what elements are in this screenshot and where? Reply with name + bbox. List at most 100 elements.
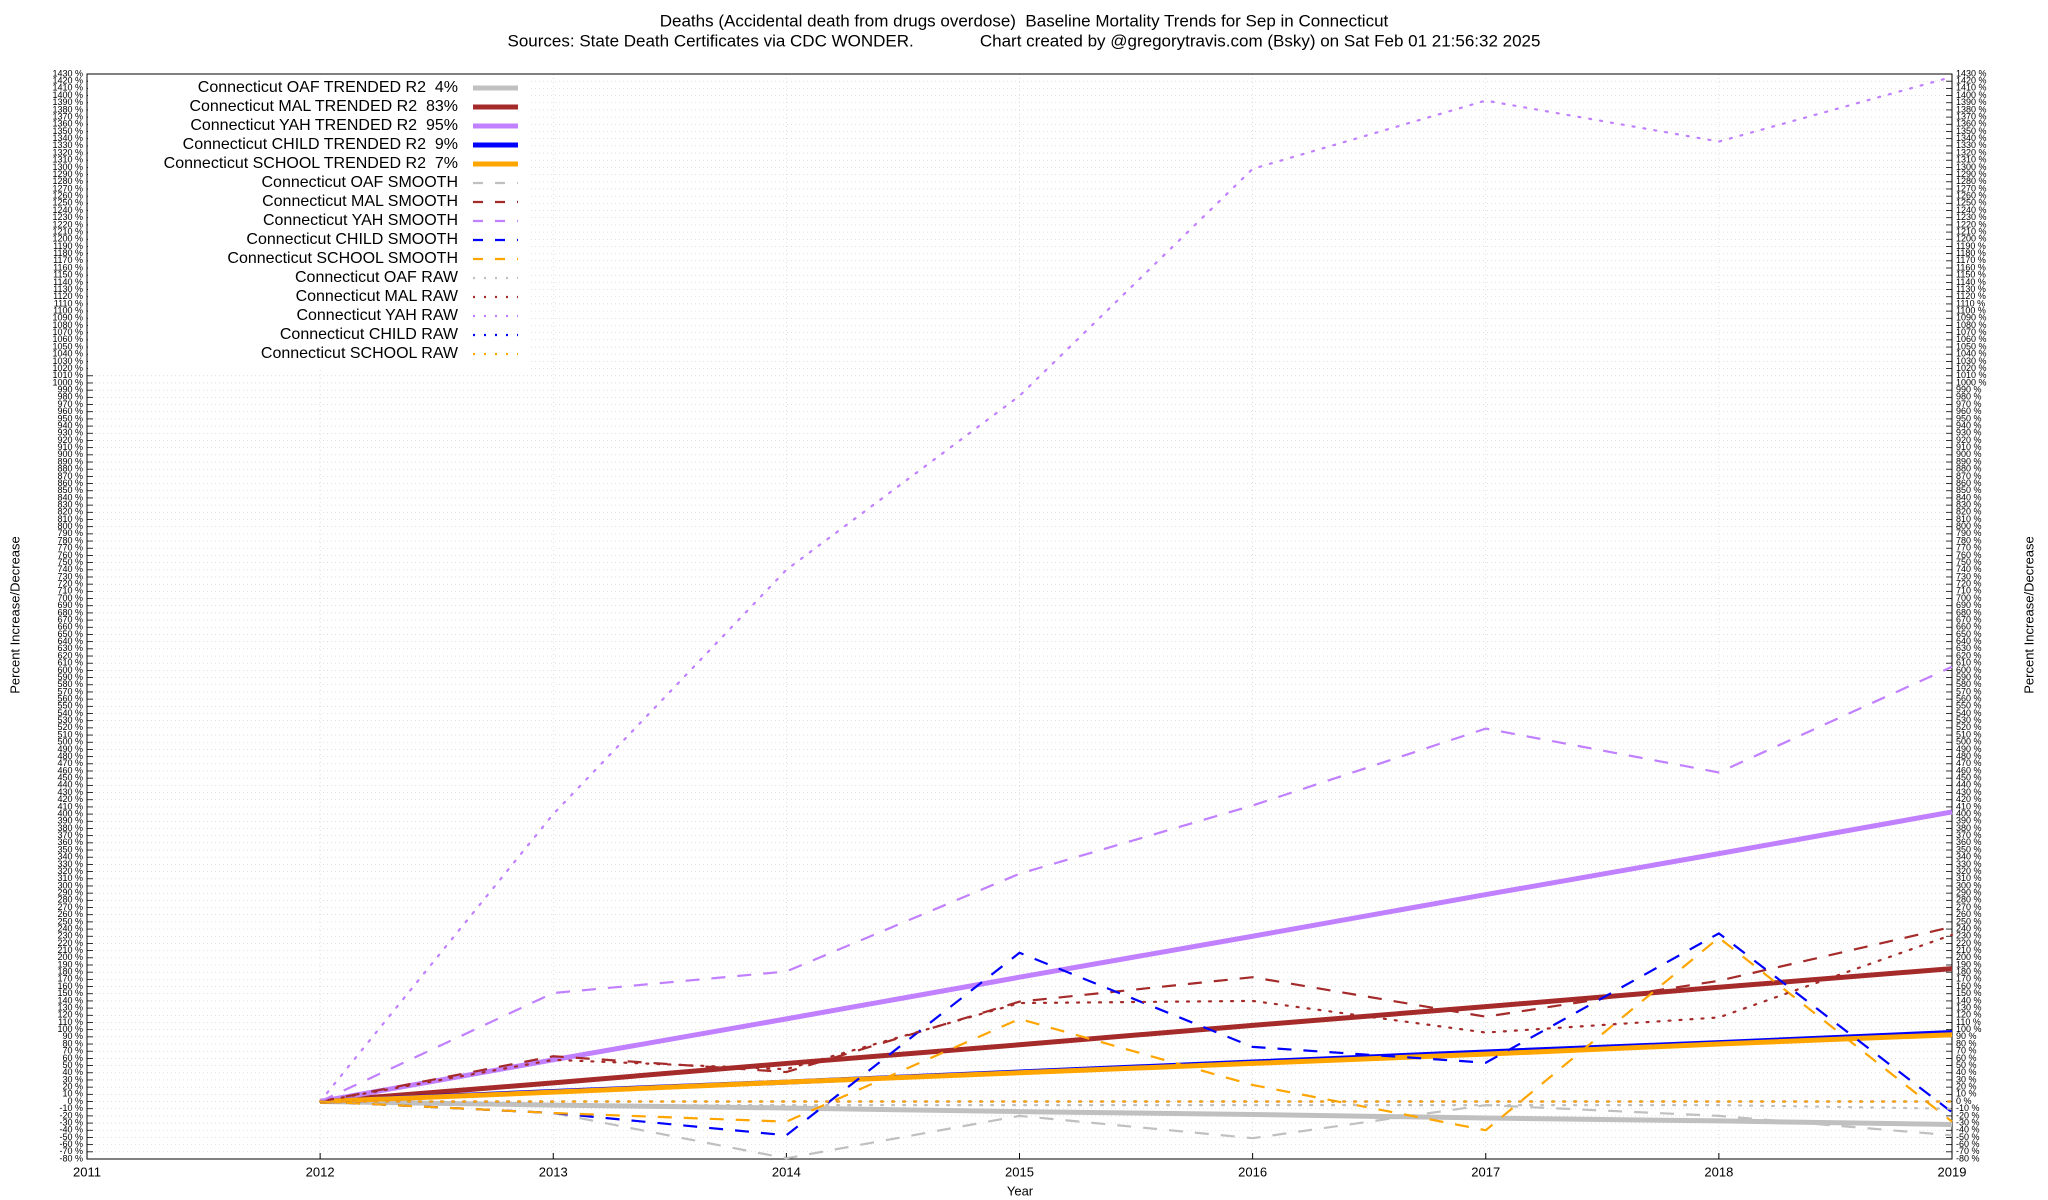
y-tick-label: 330 % xyxy=(57,859,83,869)
y2-tick-label: 750 % xyxy=(1956,557,1982,567)
y-tick-label: 380 % xyxy=(57,823,83,833)
y-tick-label: 790 % xyxy=(57,528,83,538)
y-tick-label: 390 % xyxy=(57,816,83,826)
y-tick-label: 890 % xyxy=(57,456,83,466)
series-line xyxy=(319,665,1953,1103)
y-tick-label: 880 % xyxy=(57,464,83,474)
y-tick-label: 600 % xyxy=(57,665,83,675)
y-tick-label: 750 % xyxy=(57,557,83,567)
y2-tick-label: 90 % xyxy=(1956,1031,1977,1041)
legend-label: Connecticut SCHOOL SMOOTH xyxy=(227,250,458,267)
x-tick-label: 2018 xyxy=(1704,1164,1733,1179)
y-tick-label: 170 % xyxy=(57,974,83,984)
y2-tick-label: 800 % xyxy=(1956,521,1982,531)
legend-label: Connecticut YAH SMOOTH xyxy=(263,212,458,229)
y-tick-label: 1400 % xyxy=(52,90,83,100)
y2-tick-label: -70 % xyxy=(1956,1146,1980,1156)
y-tick-label: 10 % xyxy=(62,1089,83,1099)
legend-label: Connecticut CHILD SMOOTH xyxy=(246,231,458,248)
y-tick-label: 1360 % xyxy=(52,119,83,129)
y-tick-label: 910 % xyxy=(57,442,83,452)
y-tick-label: 1300 % xyxy=(52,162,83,172)
y-tick-label: 540 % xyxy=(57,708,83,718)
y2-tick-label: 610 % xyxy=(1956,658,1982,668)
y-tick-label: 1030 % xyxy=(52,356,83,366)
y2-tick-label: 480 % xyxy=(1956,751,1982,761)
y-tick-label: 1040 % xyxy=(52,349,83,359)
y2-tick-label: 360 % xyxy=(1956,837,1982,847)
y2-tick-label: 390 % xyxy=(1956,816,1982,826)
y-tick-label: 1110 % xyxy=(54,298,83,308)
y2-tick-label: -40 % xyxy=(1956,1125,1980,1135)
y2-tick-label: 910 % xyxy=(1956,442,1982,452)
y2-tick-label: 1180 % xyxy=(1956,248,1986,258)
y2-tick-label: 620 % xyxy=(1956,650,1982,660)
y2-tick-label: 1220 % xyxy=(1956,219,1987,229)
y2-tick-label: 1000 % xyxy=(1956,377,1987,387)
y-tick-label: 1410 % xyxy=(52,83,83,93)
series-line xyxy=(319,1100,1954,1110)
y-tick-label: 850 % xyxy=(57,485,83,495)
y-tick-label: -20 % xyxy=(59,1110,83,1120)
y2-tick-label: 650 % xyxy=(1956,629,1982,639)
y-tick-label: 950 % xyxy=(57,413,83,423)
y-tick-label: 1220 % xyxy=(52,219,83,229)
y-tick-label: -10 % xyxy=(59,1103,83,1113)
y-tick-label: 350 % xyxy=(57,844,83,854)
series-line xyxy=(319,966,1953,1105)
y2-tick-label: 1370 % xyxy=(1956,111,1987,121)
y2-tick-label: 930 % xyxy=(1956,428,1982,438)
y-tick-label: 560 % xyxy=(57,694,83,704)
y-tick-label: 680 % xyxy=(57,607,83,617)
y-tick-label: 550 % xyxy=(57,701,83,711)
y-tick-label: -70 % xyxy=(59,1146,83,1156)
y-tick-label: 690 % xyxy=(57,600,83,610)
y2-tick-label: 660 % xyxy=(1956,622,1982,632)
y-tick-label: 990 % xyxy=(57,385,83,395)
y2-tick-label: 670 % xyxy=(1956,614,1982,624)
y-tick-label: 1430 % xyxy=(52,68,83,78)
y-tick-label: 630 % xyxy=(57,643,83,653)
y-tick-label: 250 % xyxy=(57,916,83,926)
x-tick-label: 2014 xyxy=(772,1164,801,1179)
y2-tick-label: 60 % xyxy=(1956,1053,1977,1063)
y2-tick-label: 1340 % xyxy=(1956,133,1987,143)
y2-tick-label: 980 % xyxy=(1956,392,1982,402)
y2-tick-label: 190 % xyxy=(1956,959,1982,969)
y2-tick-label: 960 % xyxy=(1956,406,1982,416)
y2-tick-label: 1200 % xyxy=(1956,234,1987,244)
legend-label: Connecticut OAF SMOOTH xyxy=(262,174,459,191)
y2-tick-label: 380 % xyxy=(1956,823,1982,833)
y-tick-label: 1060 % xyxy=(52,334,83,344)
y2-tick-label: 30 % xyxy=(1956,1074,1977,1084)
y2-tick-label: 270 % xyxy=(1956,902,1982,912)
y2-tick-label: 50 % xyxy=(1956,1060,1977,1070)
y2-tick-label: 1020 % xyxy=(1956,363,1987,373)
y-tick-label: 1190 % xyxy=(53,241,83,251)
y-tick-label: 0 % xyxy=(67,1096,83,1106)
y-tick-label: 660 % xyxy=(57,622,83,632)
y2-tick-label: 230 % xyxy=(1956,931,1982,941)
y2-tick-label: 1190 % xyxy=(1956,241,1986,251)
y-tick-label: 1330 % xyxy=(52,140,83,150)
y2-tick-label: 1130 % xyxy=(1956,284,1986,294)
legend-label: Connecticut CHILD RAW xyxy=(280,326,459,343)
y2-tick-label: 900 % xyxy=(1956,449,1982,459)
y-tick-label: 1090 % xyxy=(52,313,83,323)
y-tick-label: 40 % xyxy=(62,1067,83,1077)
y2-tick-label: 1380 % xyxy=(1956,104,1987,114)
y-tick-label: 1280 % xyxy=(52,176,83,186)
y-tick-label: 70 % xyxy=(62,1046,83,1056)
y2-tick-label: 540 % xyxy=(1956,708,1982,718)
y-tick-label: 1210 % xyxy=(52,226,83,236)
y2-tick-label: 1140 % xyxy=(1956,277,1986,287)
y-tick-label: 800 % xyxy=(57,521,83,531)
y-tick-label: 1050 % xyxy=(52,341,83,351)
y2-tick-label: 520 % xyxy=(1956,722,1982,732)
legend-label: Connecticut CHILD TRENDED R2 9% xyxy=(183,136,458,153)
y2-tick-label: 680 % xyxy=(1956,607,1982,617)
y2-tick-label: 1230 % xyxy=(1956,212,1987,222)
y2-tick-label: 1410 % xyxy=(1956,83,1987,93)
y-tick-label: 1130 % xyxy=(53,284,83,294)
legend-background xyxy=(88,75,528,369)
